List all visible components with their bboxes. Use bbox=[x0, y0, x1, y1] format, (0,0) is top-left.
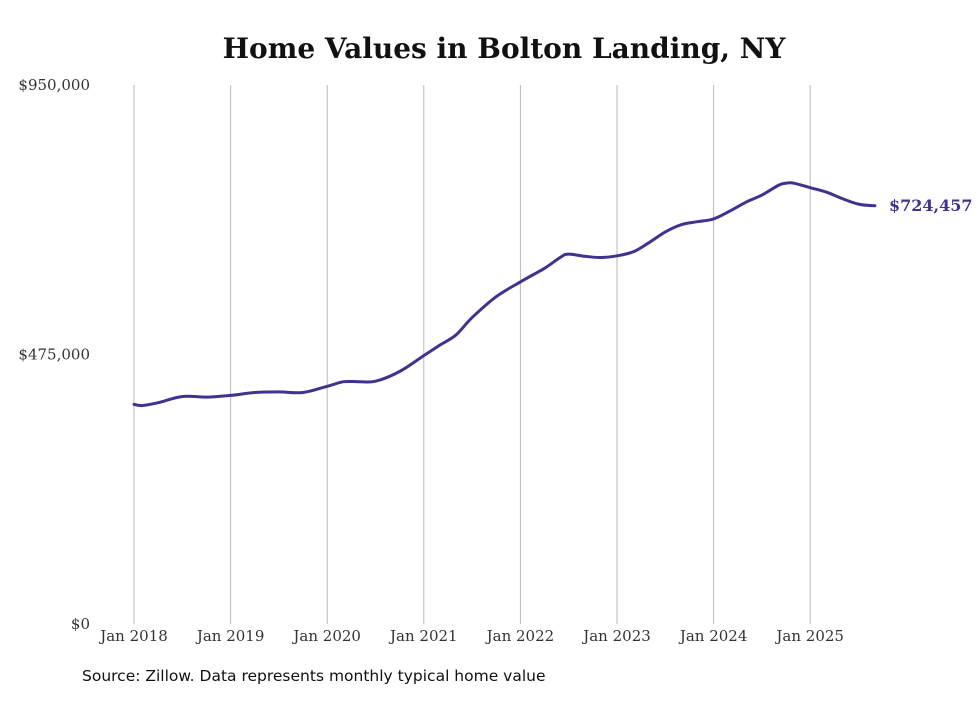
x-tick-label: Jan 2019 bbox=[195, 627, 265, 645]
x-axis-tick-labels: Jan 2018 Jan 2019 Jan 2020 Jan 2021 Jan 2022… bbox=[98, 627, 844, 645]
series-layer bbox=[132, 181, 877, 408]
x-tick-label: Jan 2023 bbox=[581, 627, 651, 645]
x-tick-label: Jan 2022 bbox=[485, 627, 555, 645]
x-tick-label: Jan 2020 bbox=[291, 627, 361, 645]
y-tick-label: $475,000 bbox=[18, 346, 90, 364]
x-tick-label: Jan 2021 bbox=[388, 627, 458, 645]
chart-title: Home Values in Bolton Landing, NY bbox=[223, 32, 787, 65]
series-line-home-value bbox=[132, 181, 877, 408]
y-tick-label: $950,000 bbox=[18, 76, 90, 94]
y-tick-label: $0 bbox=[71, 615, 90, 633]
x-tick-label: Jan 2024 bbox=[678, 627, 748, 645]
grid-lines bbox=[133, 85, 811, 624]
y-axis-tick-labels: $0 $475,000 $950,000 bbox=[18, 76, 90, 633]
x-tick-label: Jan 2018 bbox=[98, 627, 168, 645]
x-tick-label: Jan 2025 bbox=[774, 627, 844, 645]
source-note: Source: Zillow. Data represents monthly … bbox=[82, 667, 546, 685]
last-value-label: $724,457 bbox=[889, 196, 973, 215]
